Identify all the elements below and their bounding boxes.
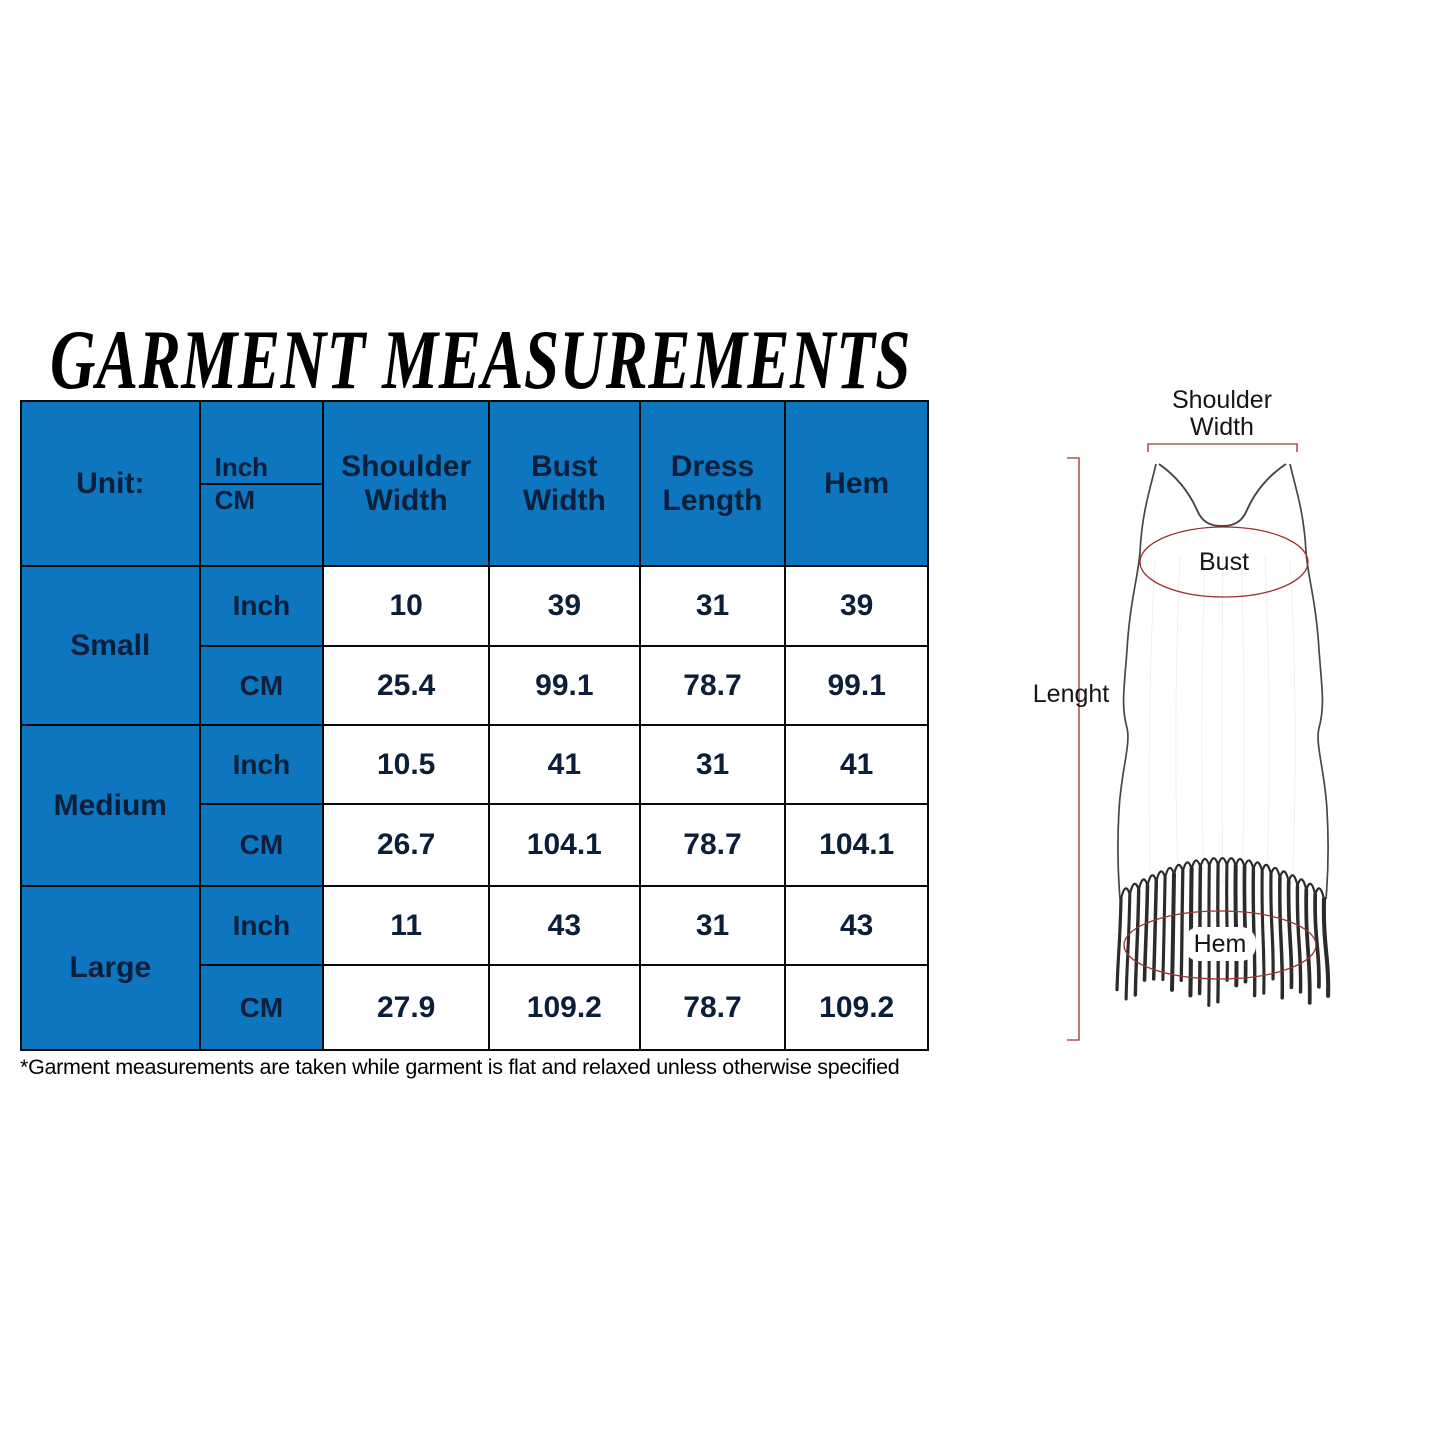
svg-text:Width: Width bbox=[1190, 413, 1254, 441]
svg-text:Hem: Hem bbox=[1194, 930, 1247, 958]
svg-text:Shoulder: Shoulder bbox=[1172, 386, 1272, 414]
svg-text:Bust: Bust bbox=[1199, 548, 1249, 576]
svg-text:Lenght: Lenght bbox=[1033, 680, 1110, 708]
